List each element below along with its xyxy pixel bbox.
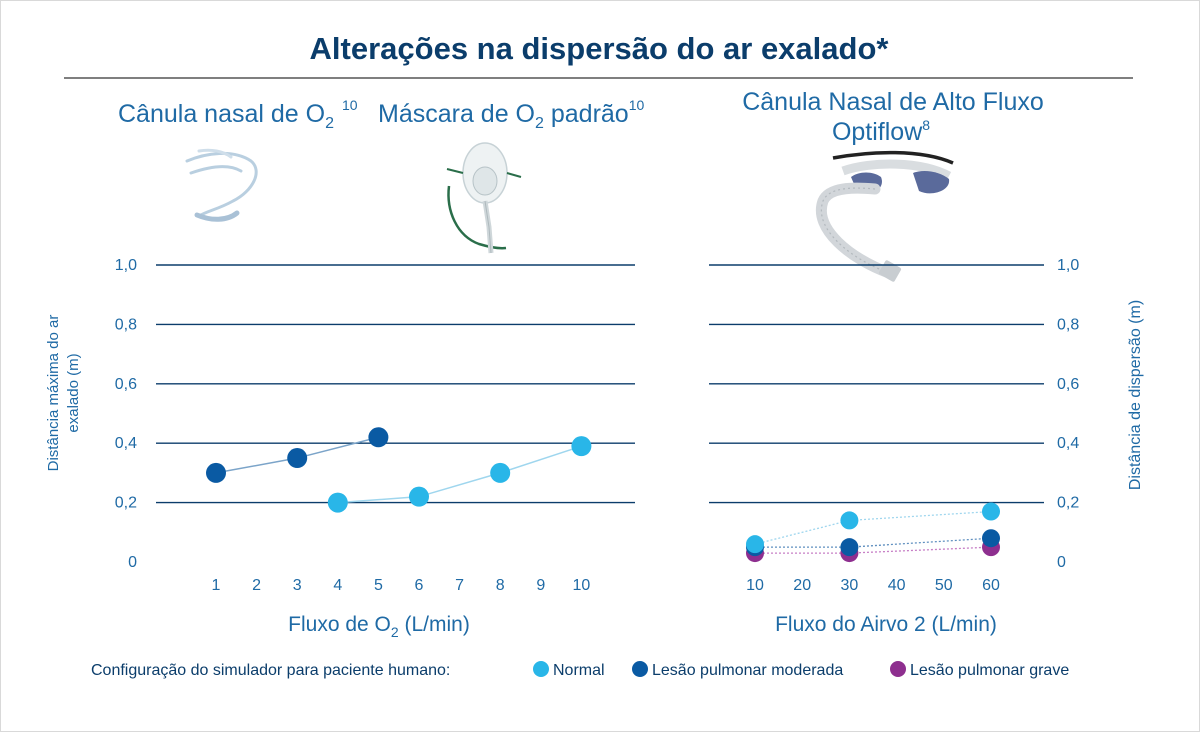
x-tick-label-right: 30 bbox=[841, 577, 859, 594]
x-tick-label-left: 8 bbox=[496, 577, 505, 594]
x-tick-label-right: 20 bbox=[793, 577, 811, 594]
series-line-right bbox=[755, 537, 992, 548]
device-label-mask-ref: 10 bbox=[629, 97, 645, 113]
x-tick-label-left: 2 bbox=[252, 577, 261, 594]
data-point-right bbox=[982, 502, 1000, 521]
data-point-left bbox=[368, 427, 389, 448]
device-label-optiflow-line1: Cânula Nasal de Alto Fluxo bbox=[742, 88, 1044, 116]
x-axis-label-left-sub: 2 bbox=[391, 624, 399, 640]
y-tick-label-right: 1,0 bbox=[1057, 257, 1079, 274]
y-tick-label-left: 0,6 bbox=[115, 376, 137, 393]
legend-heading: Configuração do simulador para paciente … bbox=[91, 662, 450, 679]
legend: Configuração do simulador para paciente … bbox=[91, 661, 1069, 679]
x-tick-label-right: 40 bbox=[888, 577, 906, 594]
x-tick-label-left: 6 bbox=[415, 577, 424, 594]
device-label-optiflow-ref: 8 bbox=[922, 117, 930, 133]
legend-swatch-moderate bbox=[632, 661, 648, 677]
device-label-nasal-cannula-text: Cânula nasal de O bbox=[118, 100, 325, 128]
x-tick-label-left: 4 bbox=[333, 577, 342, 594]
y-tick-label-left: 1,0 bbox=[115, 257, 137, 274]
device-label-optiflow-line2: Optiflow8 bbox=[832, 117, 930, 146]
y-tick-label-right: 0,8 bbox=[1057, 316, 1079, 333]
legend-swatch-normal bbox=[533, 661, 549, 677]
x-axis-label-right: Fluxo do Airvo 2 (L/min) bbox=[775, 613, 997, 636]
series-line-right bbox=[754, 510, 992, 545]
data-point-right bbox=[840, 511, 859, 530]
device-label-nasal-cannula: Cânula nasal de O2 10 bbox=[118, 97, 358, 132]
y-tick-label-left: 0,8 bbox=[115, 316, 137, 333]
legend-label-moderate: Lesão pulmonar moderada bbox=[652, 662, 843, 679]
device-label-optiflow-name: Optiflow bbox=[832, 118, 923, 146]
data-point-left bbox=[490, 462, 511, 483]
device-label-mask: Máscara de O2 padrão10 bbox=[378, 97, 645, 132]
device-label-mask-suffix: padrão bbox=[544, 100, 629, 128]
y-axis-label-left-line1: Distância máxima do ar bbox=[45, 315, 62, 472]
x-tick-label-right: 60 bbox=[982, 577, 1000, 594]
device-label-nasal-cannula-sub: 2 bbox=[325, 115, 334, 132]
y-tick-label-right: 0,2 bbox=[1057, 495, 1079, 512]
x-axis-label-left: Fluxo de O2 (L/min) bbox=[288, 613, 470, 640]
y-tick-label-left: 0,2 bbox=[115, 495, 137, 512]
y-tick-label-left: 0 bbox=[128, 554, 137, 571]
x-axis-label-left-text: Fluxo de O bbox=[288, 613, 391, 636]
legend-swatch-severe bbox=[890, 661, 906, 677]
x-axis-label-left-suffix: (L/min) bbox=[399, 613, 470, 636]
device-label-mask-text: Máscara de O bbox=[378, 100, 535, 128]
x-tick-label-left: 3 bbox=[293, 577, 302, 594]
data-point-left bbox=[571, 436, 592, 457]
device-label-mask-sub: 2 bbox=[535, 115, 544, 132]
y-tick-label-left: 0,4 bbox=[115, 435, 137, 452]
x-tick-label-left: 1 bbox=[212, 577, 221, 594]
figure-title: Alterações na dispersão do ar exalado* bbox=[310, 31, 890, 66]
series-line-right bbox=[755, 546, 992, 554]
data-point-right bbox=[840, 538, 859, 557]
legend-label-normal: Normal bbox=[553, 662, 605, 679]
x-tick-label-right: 50 bbox=[935, 577, 953, 594]
chart-right: 0 0,2 0,4 0,6 0,8 1,0 10 20 30 40 50 60 Fluxo do Air… bbox=[709, 257, 1144, 636]
data-point-left bbox=[409, 486, 429, 507]
y-axis-label-left-line2: exalado (m) bbox=[65, 353, 82, 432]
x-tick-label-right: 10 bbox=[746, 577, 764, 594]
nasal-cannula-image bbox=[185, 148, 258, 222]
data-point-left bbox=[327, 492, 348, 513]
legend-label-severe: Lesão pulmonar grave bbox=[910, 662, 1069, 679]
data-point-right bbox=[982, 529, 1000, 548]
y-tick-label-right: 0 bbox=[1057, 554, 1066, 571]
oxygen-mask-image bbox=[446, 142, 522, 254]
x-tick-label-left: 5 bbox=[374, 577, 383, 594]
x-tick-label-left: 9 bbox=[536, 577, 545, 594]
x-tick-label-left: 10 bbox=[573, 577, 591, 594]
y-tick-label-right: 0,4 bbox=[1057, 435, 1079, 452]
data-point-left bbox=[287, 448, 308, 469]
optiflow-cannula-image bbox=[815, 150, 954, 282]
x-tick-label-left: 7 bbox=[455, 577, 464, 594]
y-axis-label-right: Distância de dispersão (m) bbox=[1127, 300, 1144, 490]
data-point-left bbox=[206, 462, 226, 483]
device-label-nasal-cannula-ref: 10 bbox=[342, 97, 358, 113]
series-line-left bbox=[337, 445, 582, 504]
data-point-right bbox=[746, 535, 764, 554]
y-tick-label-right: 0,6 bbox=[1057, 376, 1079, 393]
